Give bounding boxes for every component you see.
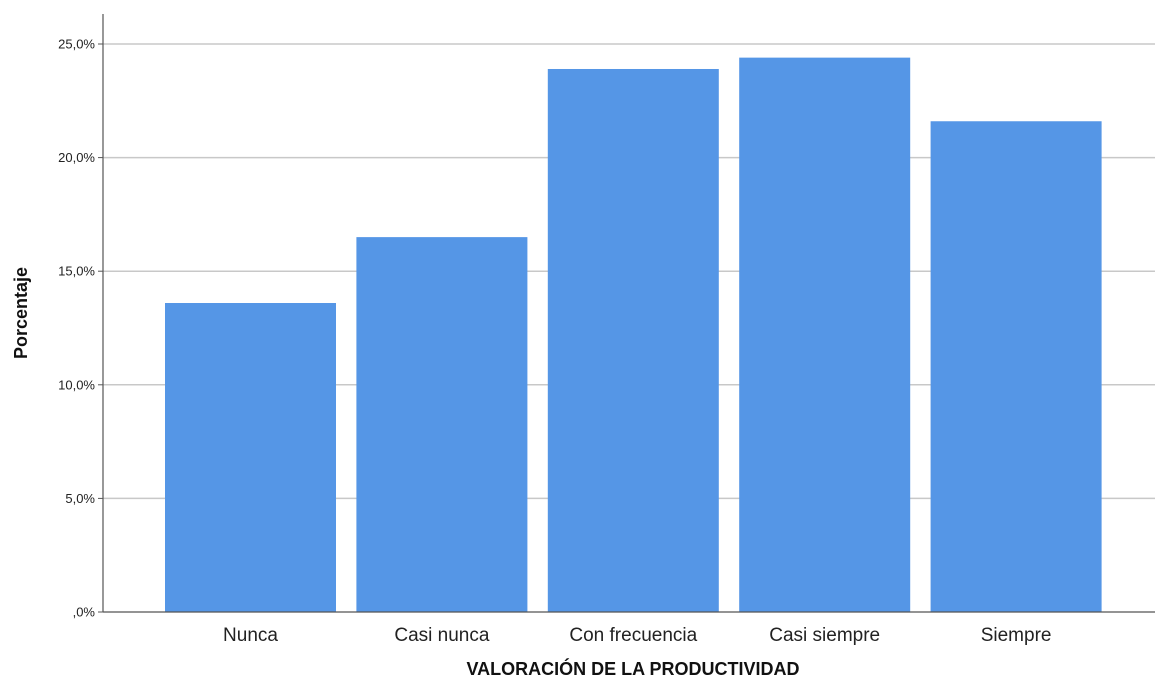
y-tick-labels: ,0% 5,0% 10,0% 15,0% 20,0% 25,0% [58, 37, 103, 620]
bar [739, 57, 911, 612]
bar [547, 68, 719, 612]
x-tick-label: Casi siempre [769, 625, 880, 646]
bar [165, 303, 336, 612]
axes [102, 14, 1155, 613]
y-tick-label: 20,0% [58, 150, 95, 165]
x-tick-label: Nunca [223, 625, 278, 646]
x-tick-label: Con frecuencia [569, 625, 697, 646]
bar [356, 237, 528, 612]
y-tick-label: 15,0% [58, 264, 95, 279]
y-tick-label: 10,0% [58, 377, 95, 392]
bar [930, 121, 1102, 613]
y-tick-label: 5,0% [65, 491, 95, 506]
bars [165, 57, 1102, 613]
x-tick-label: Casi nunca [394, 625, 489, 646]
x-axis-title: VALORACIÓN DE LA PRODUCTIVIDAD [467, 658, 800, 679]
y-tick-label: 25,0% [58, 37, 95, 52]
x-tick-label: Siempre [981, 625, 1052, 646]
y-axis-title: Porcentaje [11, 267, 31, 359]
y-tick-label: ,0% [73, 605, 96, 620]
x-tick-labels: Nunca Casi nunca Con frecuencia Casi siempr… [223, 625, 1051, 646]
